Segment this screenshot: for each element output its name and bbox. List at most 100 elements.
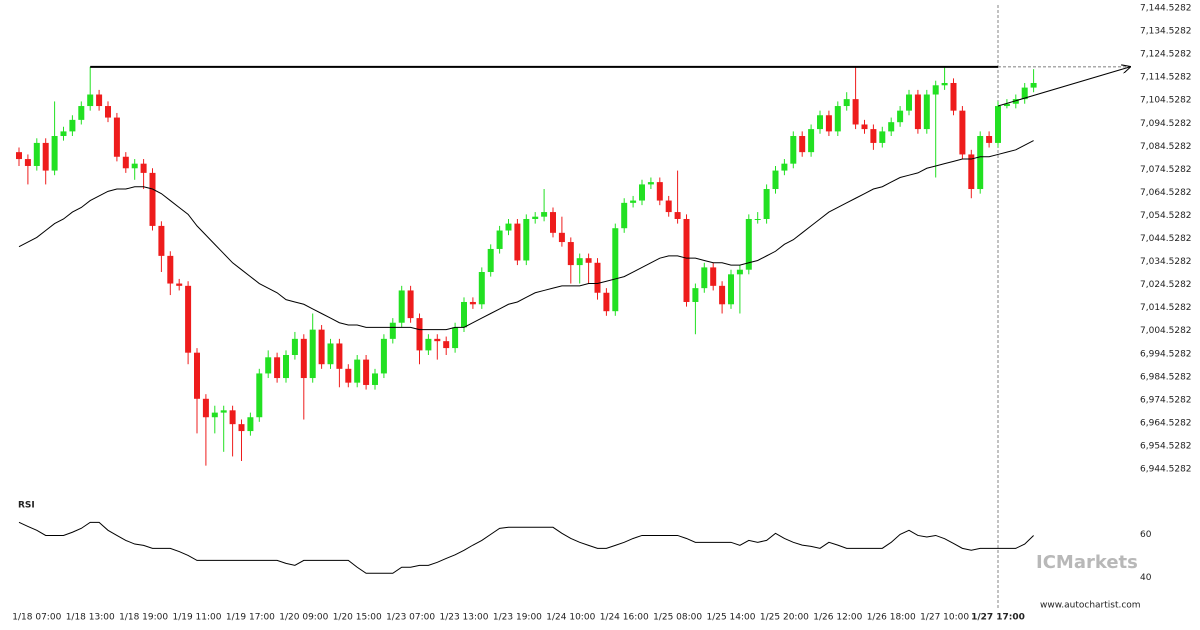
x-tick-label: 1/25 14:00 [706, 613, 755, 623]
candle-body [327, 343, 334, 365]
candle-body [656, 182, 663, 201]
candle-body [941, 82, 948, 86]
candle-body [167, 255, 174, 284]
candle-body [363, 359, 370, 385]
candle-body [434, 338, 441, 342]
candle-body [354, 359, 361, 383]
x-tick-label: 1/25 20:00 [760, 613, 809, 623]
candle-body [185, 285, 192, 353]
candle-body [113, 117, 120, 157]
x-tick-label: 1/24 16:00 [600, 613, 649, 623]
branding: ICMarkets [1036, 552, 1138, 573]
candle-body [861, 124, 868, 130]
x-tick-label: 1/18 07:00 [12, 613, 61, 623]
x-tick-label: 1/24 10:00 [546, 613, 595, 623]
candle-body [728, 274, 734, 305]
candle-body [1030, 82, 1037, 88]
x-tick-label: 1/18 19:00 [119, 613, 168, 623]
candle-body [923, 94, 930, 130]
candle-body [639, 184, 645, 201]
candle-body [950, 82, 957, 111]
candle-body [630, 200, 637, 203]
candle-body [879, 131, 886, 143]
candle-body [772, 170, 779, 190]
candle-body [674, 212, 681, 219]
candle-body [425, 338, 432, 351]
candle-body [870, 129, 877, 143]
candle-body [247, 417, 254, 432]
candle-body [300, 338, 307, 379]
candle-body [469, 301, 476, 305]
candle-body [149, 172, 156, 226]
candle-body [550, 212, 556, 233]
candle-body [158, 225, 165, 256]
candle-body [318, 329, 325, 365]
candle-body [888, 122, 895, 132]
candle-body [16, 152, 22, 160]
candle-body [176, 283, 183, 286]
candle-body [603, 292, 610, 312]
candle-body [220, 410, 227, 413]
y-tick-label: 7,114.5282 [1140, 73, 1192, 83]
x-tick-label: 1/19 17:00 [226, 613, 275, 623]
x-tick-label: 1/25 08:00 [653, 613, 702, 623]
candle-body [541, 212, 548, 217]
candle-body [754, 218, 761, 220]
y-tick-label: 7,024.5282 [1140, 280, 1192, 290]
candle-body [336, 343, 343, 369]
candle-body [585, 258, 592, 263]
candle-body [407, 290, 414, 319]
candle-body [496, 230, 503, 249]
candle-body [211, 412, 218, 418]
y-tick-label: 6,964.5282 [1140, 418, 1192, 428]
candle-body [478, 272, 485, 305]
candle-body [309, 329, 316, 379]
candle-body [852, 99, 859, 125]
candle-body [834, 106, 841, 132]
candle-body [265, 357, 272, 374]
candle-body [461, 301, 467, 328]
y-tick-label: 6,984.5282 [1140, 372, 1192, 382]
candle-body [131, 163, 138, 169]
candle-body [274, 357, 281, 379]
candle-body [69, 119, 76, 132]
candle-body [906, 94, 912, 111]
candle-body [452, 327, 459, 349]
candle-body [505, 223, 512, 231]
x-tick-label: 1/18 13:00 [66, 613, 115, 623]
y-tick-label: 7,044.5282 [1140, 234, 1192, 244]
candle-body [87, 94, 94, 107]
source: www.autochartist.com [1040, 601, 1141, 611]
candle-body [416, 318, 423, 351]
rsi-tick-label: 40 [1140, 573, 1152, 583]
x-tick-label: 1/27 17:00 [971, 613, 1025, 623]
candle-body [683, 218, 690, 302]
candle-body [995, 106, 1001, 143]
y-tick-label: 6,954.5282 [1140, 441, 1192, 451]
candle-body [763, 189, 770, 219]
x-tick-label: 1/23 07:00 [386, 613, 435, 623]
candle-body [194, 352, 200, 399]
candle-body [1012, 99, 1019, 104]
y-tick-label: 6,994.5282 [1140, 349, 1192, 359]
x-tick-label: 1/23 19:00 [493, 613, 542, 623]
candle-body [558, 232, 565, 243]
candle-body [1021, 87, 1028, 100]
candle-body [51, 136, 58, 171]
candle-body [808, 129, 815, 153]
candle-body [24, 159, 31, 166]
candle-body [96, 94, 103, 107]
candle-body [897, 110, 904, 123]
candle-body [345, 368, 352, 383]
candle-body [647, 182, 654, 185]
y-tick-label: 7,074.5282 [1140, 165, 1192, 175]
x-tick-label: 1/19 11:00 [172, 613, 221, 623]
candle-body [567, 242, 574, 266]
y-tick-label: 7,124.5282 [1140, 50, 1192, 60]
candle-body [487, 248, 494, 273]
y-tick-label: 7,094.5282 [1140, 119, 1192, 129]
candle-body [1003, 103, 1010, 107]
candle-body [701, 267, 708, 289]
